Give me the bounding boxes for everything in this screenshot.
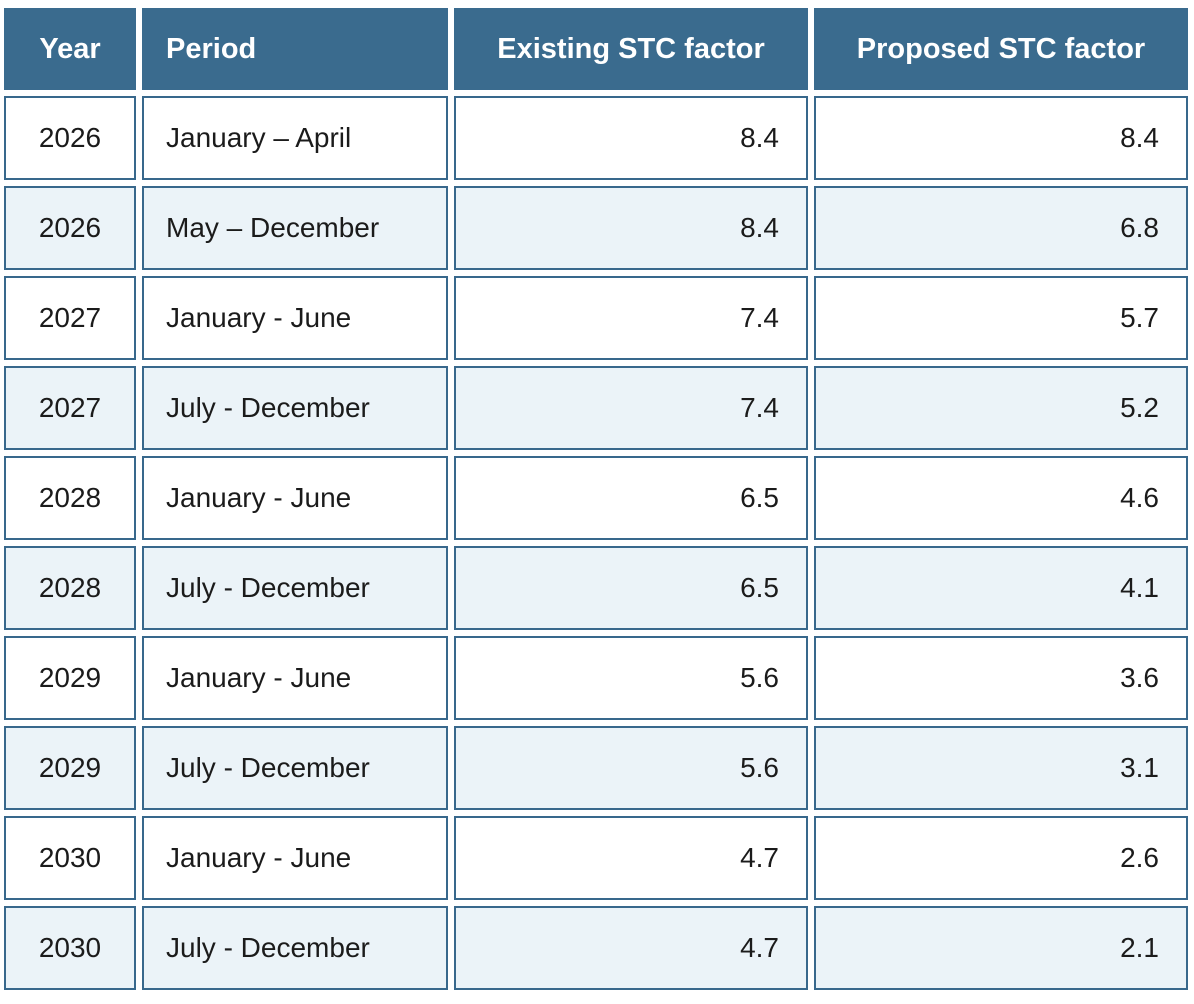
period-cell: January - June [142, 456, 448, 540]
existing-stc-cell: 5.6 [454, 726, 808, 810]
year-cell: 2030 [4, 906, 136, 990]
period-cell: July - December [142, 546, 448, 630]
year-cell: 2026 [4, 186, 136, 270]
period-cell: July - December [142, 366, 448, 450]
period-cell: January - June [142, 276, 448, 360]
year-cell: 2026 [4, 96, 136, 180]
proposed-stc-cell: 6.8 [814, 186, 1188, 270]
year-cell: 2027 [4, 366, 136, 450]
period-cell: January - June [142, 636, 448, 720]
period-cell: January - June [142, 816, 448, 900]
year-cell: 2029 [4, 636, 136, 720]
proposed-stc-cell: 2.1 [814, 906, 1188, 990]
existing-stc-cell: 7.4 [454, 366, 808, 450]
period-cell: May – December [142, 186, 448, 270]
period-cell: January – April [142, 96, 448, 180]
year-cell: 2028 [4, 456, 136, 540]
existing-stc-cell: 4.7 [454, 816, 808, 900]
proposed-stc-cell: 3.1 [814, 726, 1188, 810]
year-cell: 2028 [4, 546, 136, 630]
header-cell-existing: Existing STC factor [454, 8, 808, 90]
header-cell-period: Period [142, 8, 448, 90]
period-cell: July - December [142, 726, 448, 810]
proposed-stc-cell: 5.7 [814, 276, 1188, 360]
period-cell: July - December [142, 906, 448, 990]
header-cell-proposed: Proposed STC factor [814, 8, 1188, 90]
year-cell: 2030 [4, 816, 136, 900]
proposed-stc-cell: 2.6 [814, 816, 1188, 900]
existing-stc-cell: 5.6 [454, 636, 808, 720]
existing-stc-cell: 8.4 [454, 186, 808, 270]
proposed-stc-cell: 3.6 [814, 636, 1188, 720]
header-cell-year: Year [4, 8, 136, 90]
year-cell: 2027 [4, 276, 136, 360]
proposed-stc-cell: 8.4 [814, 96, 1188, 180]
existing-stc-cell: 6.5 [454, 456, 808, 540]
stc-factor-table: Year Period Existing STC factor Proposed… [4, 8, 1188, 990]
year-cell: 2029 [4, 726, 136, 810]
existing-stc-cell: 6.5 [454, 546, 808, 630]
existing-stc-cell: 7.4 [454, 276, 808, 360]
proposed-stc-cell: 5.2 [814, 366, 1188, 450]
existing-stc-cell: 8.4 [454, 96, 808, 180]
proposed-stc-cell: 4.1 [814, 546, 1188, 630]
existing-stc-cell: 4.7 [454, 906, 808, 990]
proposed-stc-cell: 4.6 [814, 456, 1188, 540]
